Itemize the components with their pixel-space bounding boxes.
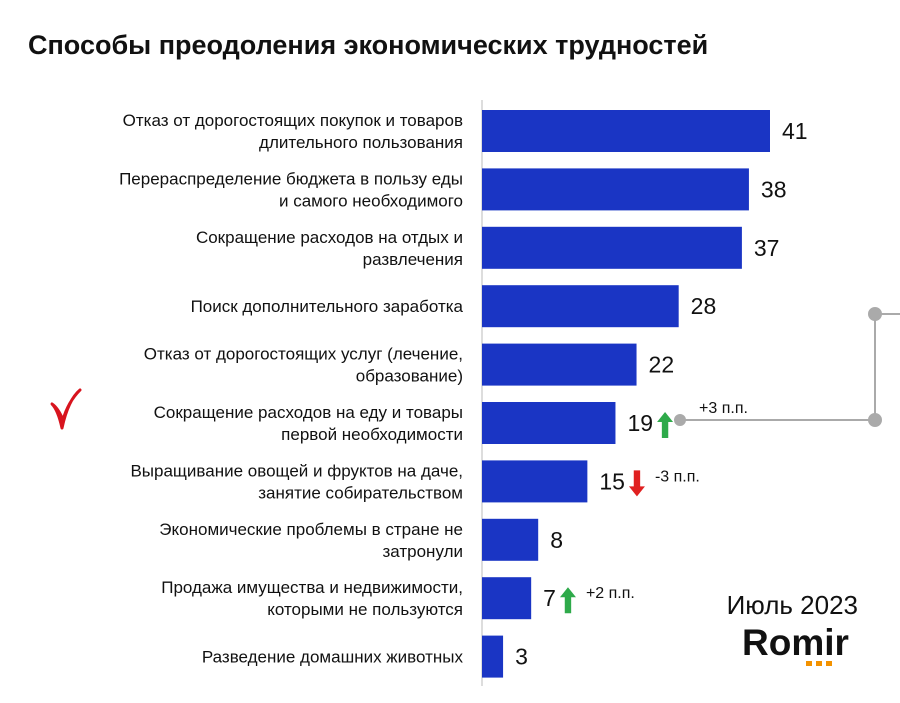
value-label: 41 [782, 118, 808, 144]
change-arrow [657, 412, 674, 438]
category-label: Продажа имущества и недвижимости, которым… [161, 578, 463, 619]
value-label: 22 [649, 352, 675, 378]
change-arrow [628, 470, 645, 497]
bar [482, 577, 532, 620]
value-label: 19 [627, 410, 653, 436]
bar [482, 635, 504, 678]
category-label: Экономические проблемы в стране не затрон… [159, 520, 463, 561]
brand-dots [806, 661, 832, 666]
value-label: 37 [754, 235, 780, 261]
category-label: Перераспределение бюджета в пользу еды и … [119, 169, 463, 210]
category-label: Поиск дополнительного заработка [191, 297, 464, 316]
value-label: 3 [515, 644, 528, 670]
bar [482, 402, 616, 444]
category-label: Сокращение расходов на еду и товары перво… [154, 403, 463, 444]
value-label: 8 [550, 527, 563, 553]
value-label: 7 [543, 585, 556, 611]
change-arrow [559, 587, 576, 614]
bar [482, 285, 679, 328]
bar [482, 518, 539, 561]
date-label: Июль 2023 [727, 590, 858, 620]
bar [482, 110, 770, 152]
change-label: +2 п.п. [586, 585, 635, 602]
category-label: Отказ от дорогостоящих услуг (лечение, об… [144, 345, 463, 386]
value-label: 38 [761, 176, 787, 202]
bar [482, 226, 742, 269]
change-label: +3 п.п. [699, 400, 748, 417]
check-mark [50, 388, 82, 430]
category-label: Выращивание овощей и фруктов на даче, зан… [130, 461, 463, 502]
chart-title: Способы преодоления экономических трудно… [28, 30, 708, 60]
value-label: 28 [691, 293, 717, 319]
category-label: Разведение домашних животных [202, 648, 464, 667]
bar [482, 168, 749, 211]
category-label: Отказ от дорогостоящих покупок и товаров… [123, 111, 463, 152]
category-label: Сокращение расходов на отдых и развлечени… [196, 228, 463, 269]
change-label: -3 п.п. [655, 468, 700, 485]
value-label: 15 [599, 468, 625, 494]
bar [482, 460, 588, 503]
connector [674, 307, 900, 427]
bar [482, 343, 637, 386]
brand-logo: Romir [742, 622, 849, 663]
